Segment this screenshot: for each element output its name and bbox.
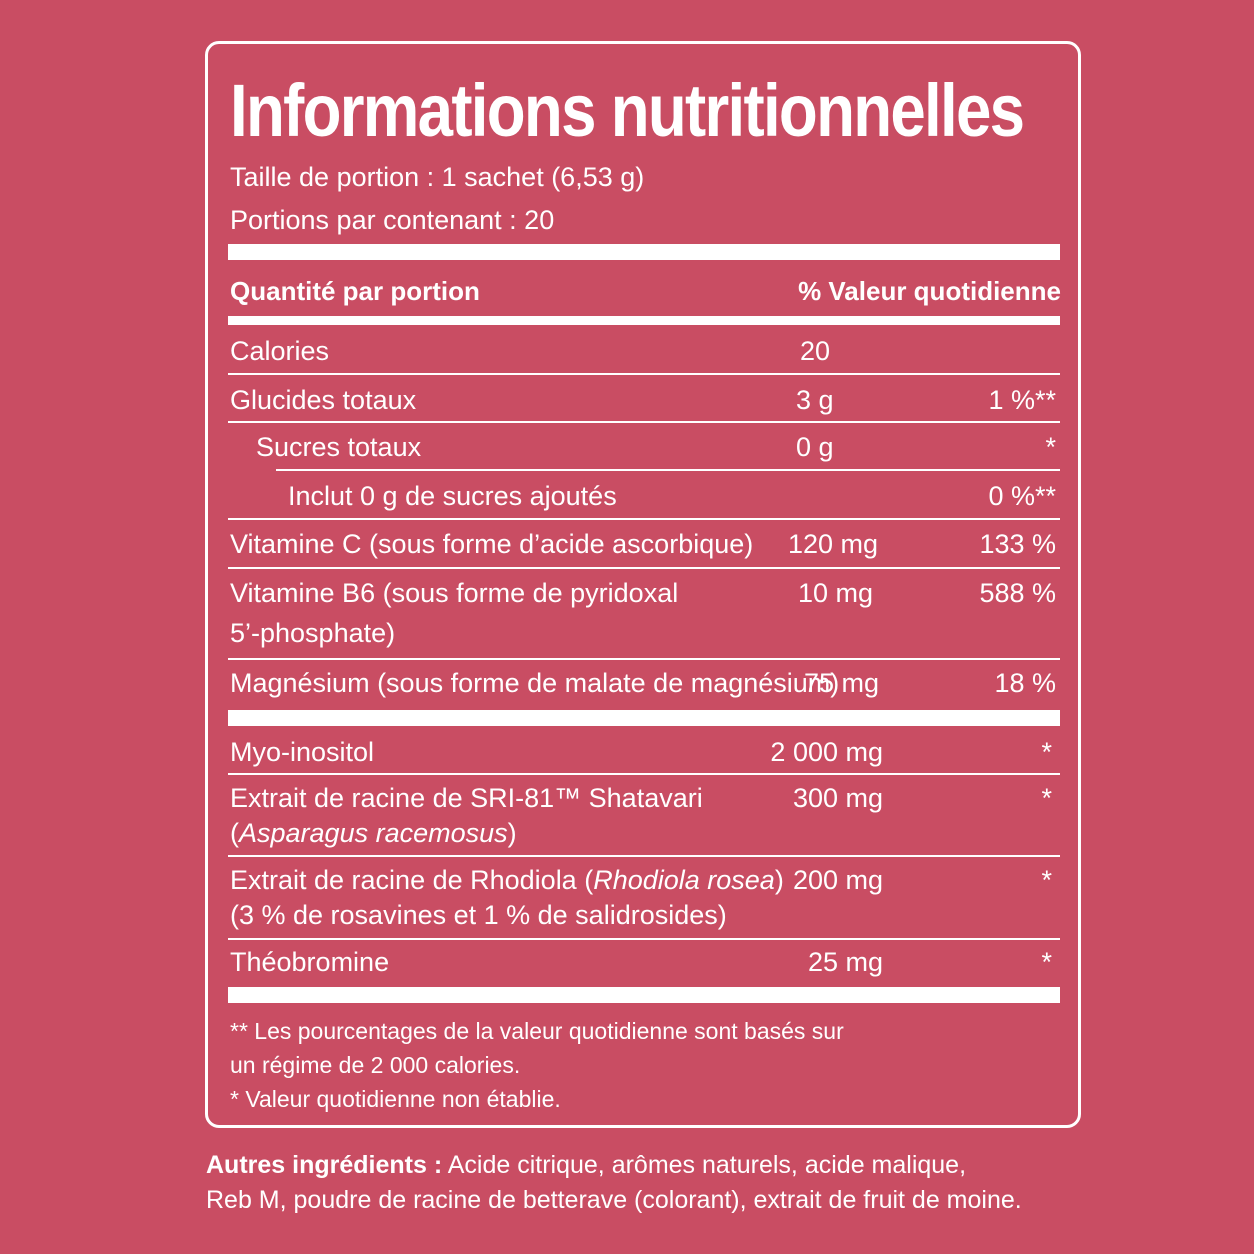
- row-divider: [228, 421, 1060, 423]
- footnote: un régime de 2 000 calories.: [230, 1052, 521, 1078]
- row-label-rhodiola: Extrait de racine de Rhodiola (Rhodiola …: [230, 865, 784, 895]
- serving-size: Taille de portion : 1 sachet (6,53 g): [230, 162, 645, 192]
- row-amount-carbs: 3 g: [796, 385, 834, 415]
- row-label-calories: Calories: [230, 336, 330, 366]
- row-dv-vitamin-c: 133 %: [979, 529, 1056, 559]
- servings-per-container: Portions par contenant : 20: [230, 205, 555, 235]
- row-label-vitamin-c: Vitamine C (sous forme d’acide ascorbiqu…: [230, 529, 754, 559]
- header-daily-value: % Valeur quotidienne: [798, 276, 1061, 306]
- other-ingredients-line2: Reb M, poudre de racine de betterave (co…: [206, 1186, 1022, 1214]
- row-label-added-sugars: Inclut 0 g de sucres ajoutés: [288, 481, 617, 511]
- row-dv-shatavari: *: [1041, 783, 1052, 813]
- thick-divider: [228, 987, 1060, 1003]
- row-label-magnesium: Magnésium (sous forme de malate de magné…: [230, 668, 840, 698]
- row-divider: [228, 773, 1060, 775]
- row-amount-calories: 20: [800, 336, 831, 366]
- row-dv-vitamin-b6: 588 %: [979, 578, 1056, 608]
- latin-name: Rhodiola rosea: [593, 865, 775, 895]
- row-divider: [228, 518, 1060, 520]
- row-dv-carbs: 1 %**: [988, 385, 1056, 415]
- row-amount-shatavari: 300 mg: [792, 783, 883, 813]
- row-amount-sugars: 0 g: [796, 432, 834, 462]
- row-amount-magnesium: 75 mg: [804, 668, 880, 698]
- row-dv-myo-inositol: *: [1041, 737, 1052, 767]
- nutrition-facts-panel: [205, 41, 1081, 1128]
- thick-divider: [228, 710, 1060, 726]
- latin-name: Asparagus racemosus: [239, 818, 508, 848]
- other-ingredients-label: Autres ingrédients :: [206, 1151, 443, 1179]
- row-label-sugars: Sucres totaux: [256, 432, 422, 462]
- row-dv-added-sugars: 0 %**: [988, 481, 1056, 511]
- footnote: ** Les pourcentages de la valeur quotidi…: [230, 1018, 844, 1044]
- row-label-myo-inositol: Myo-inositol: [230, 737, 375, 767]
- row-divider: [228, 567, 1060, 569]
- row-amount-theobromine: 25 mg: [807, 947, 883, 977]
- other-ingredients-line1: Autres ingrédients : Acide citrique, arô…: [206, 1151, 967, 1179]
- row-label-carbs: Glucides totaux: [230, 385, 417, 415]
- row-label-vitamin-b6: Vitamine B6 (sous forme de pyridoxal: [230, 578, 679, 608]
- row-amount-myo-inositol: 2 000 mg: [770, 737, 883, 767]
- panel-title: Informations nutritionnelles: [230, 69, 1025, 152]
- row-label-shatavari: Extrait de racine de SRI-81™ Shatavari: [230, 783, 703, 813]
- row-dv-magnesium: 18 %: [994, 668, 1056, 698]
- row-divider: [228, 938, 1060, 940]
- row-label-shatavari-line2: (Asparagus racemosus): [230, 818, 517, 848]
- row-label-theobromine: Théobromine: [230, 947, 390, 977]
- row-amount-rhodiola: 200 mg: [792, 865, 883, 895]
- row-divider: [276, 469, 1060, 471]
- thick-divider: [228, 244, 1060, 260]
- row-amount-vitamin-c: 120 mg: [788, 529, 879, 559]
- row-label-rhodiola-line2: (3 % de rosavines et 1 % de salidrosides…: [230, 900, 727, 930]
- row-dv-sugars: *: [1045, 432, 1056, 462]
- medium-divider: [228, 316, 1060, 325]
- row-divider: [228, 373, 1060, 375]
- row-divider: [228, 855, 1060, 857]
- footnote: * Valeur quotidienne non établie.: [230, 1086, 561, 1112]
- header-amount: Quantité par portion: [230, 276, 480, 306]
- row-dv-rhodiola: *: [1041, 865, 1052, 895]
- row-amount-vitamin-b6: 10 mg: [798, 578, 874, 608]
- row-dv-theobromine: *: [1041, 947, 1052, 977]
- row-label-vitamin-b6-line2: 5’-phosphate): [230, 618, 396, 648]
- row-divider: [228, 658, 1060, 660]
